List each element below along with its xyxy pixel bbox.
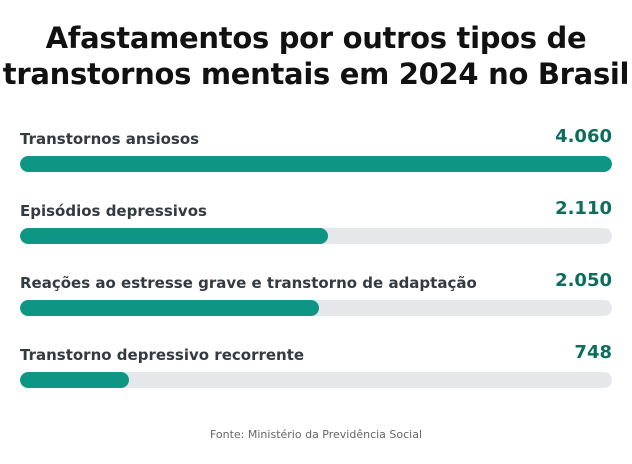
- bar-value-label: 4.060: [555, 126, 612, 147]
- bar-row: Transtorno depressivo recorrente 748: [20, 342, 612, 414]
- bar-label: Reações ao estresse grave e transtorno d…: [20, 274, 477, 292]
- bar-label: Transtornos ansiosos: [20, 130, 200, 148]
- bar-row: Episódios depressivos 2.110: [20, 198, 612, 270]
- bar-row-header: Transtorno depressivo recorrente 748: [20, 342, 612, 370]
- bar-track: [20, 228, 612, 244]
- source-note: Fonte: Ministério da Previdência Social: [209, 428, 423, 441]
- bar-row-header: Episódios depressivos 2.110: [20, 198, 612, 226]
- bar-row-header: Reações ao estresse grave e transtorno d…: [20, 270, 612, 298]
- bar: [20, 372, 129, 388]
- bar: [20, 300, 319, 316]
- bar-track: [20, 372, 612, 388]
- bar-label: Transtorno depressivo recorrente: [20, 346, 305, 364]
- bar: [20, 228, 328, 244]
- bar-chart: Transtornos ansiosos 4.060 Episódios dep…: [20, 126, 612, 414]
- chart-title: Afastamentos por outros tipos de transto…: [2, 21, 630, 91]
- bar-label: Episódios depressivos: [20, 202, 207, 220]
- bar-row: Reações ao estresse grave e transtorno d…: [20, 270, 612, 342]
- bar-value-label: 2.050: [555, 270, 612, 291]
- bar-value-label: 2.110: [555, 198, 612, 219]
- bar-track: [20, 300, 612, 316]
- bar-row: Transtornos ansiosos 4.060: [20, 126, 612, 198]
- bar-value-label: 748: [574, 342, 612, 363]
- bar-track: [20, 156, 612, 172]
- bar-row-header: Transtornos ansiosos 4.060: [20, 126, 612, 154]
- bar: [20, 156, 612, 172]
